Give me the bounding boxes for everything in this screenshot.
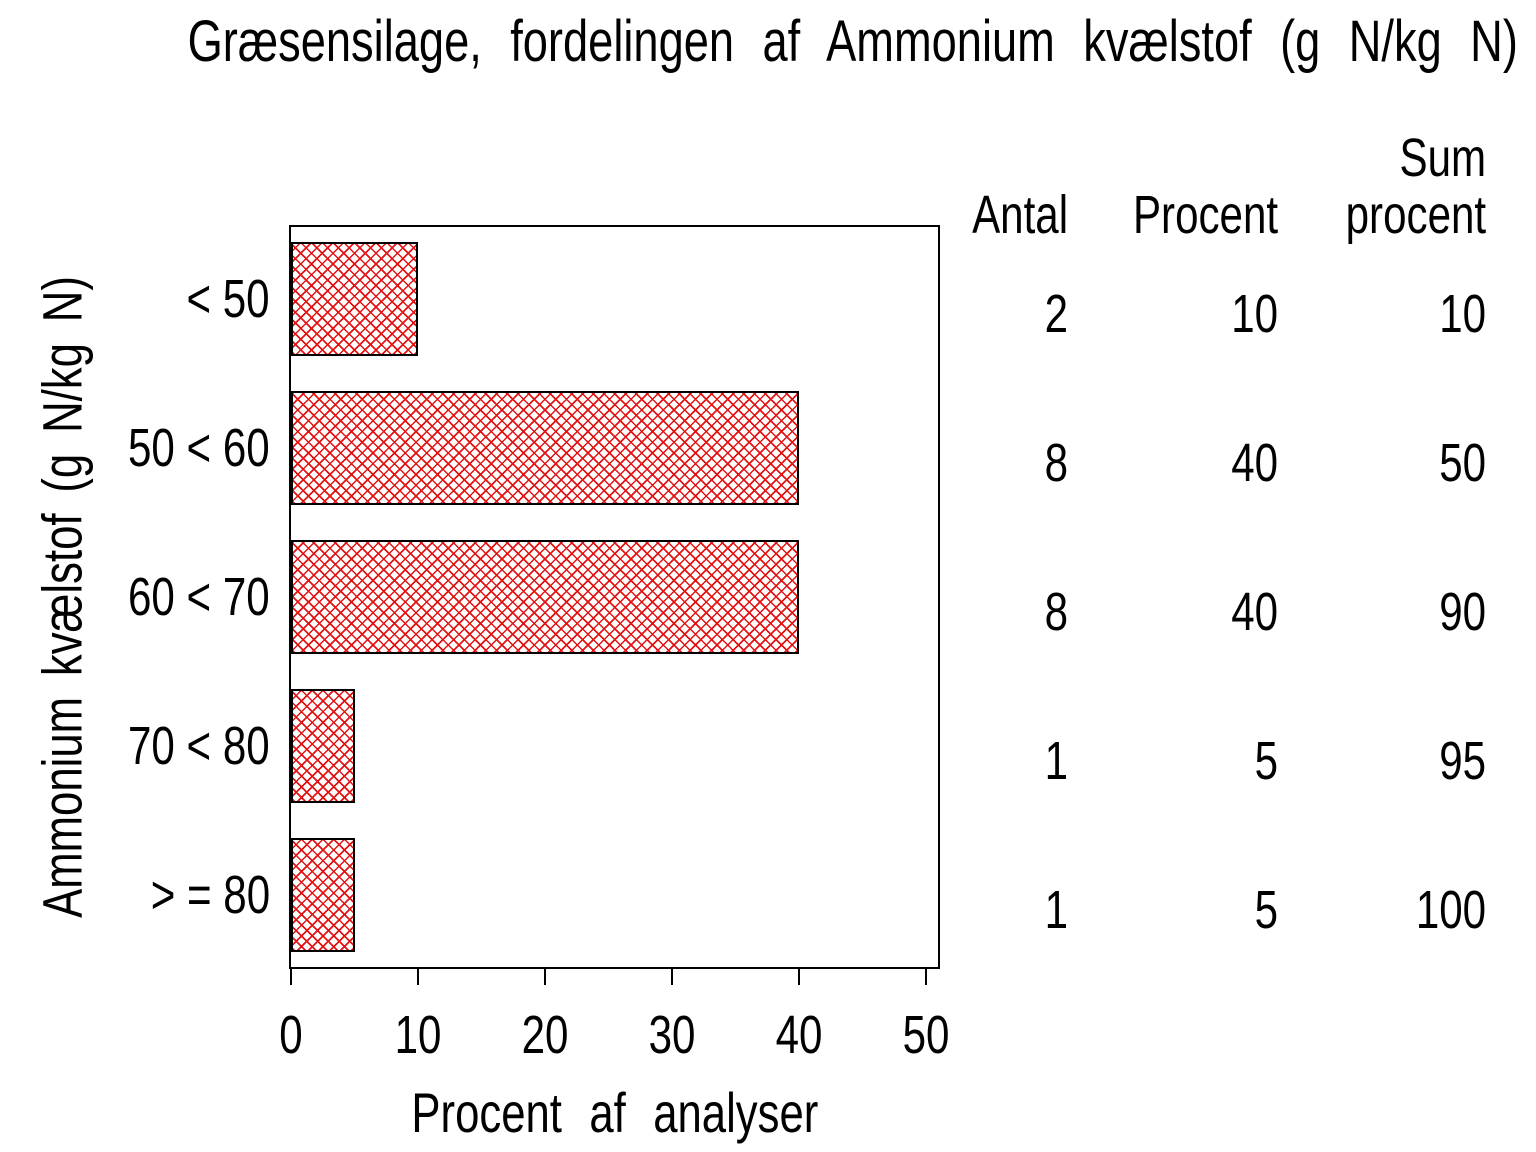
chart-title-text: Græsensilage, fordelingen af Ammonium kv… (187, 9, 1518, 74)
stats-table-cell: 10 (1231, 284, 1278, 345)
x-tick-mark (798, 969, 800, 985)
bar (291, 391, 799, 506)
stats-table-header: Procent (1133, 187, 1278, 244)
stats-table-cell: 5 (1254, 879, 1278, 940)
bar (291, 540, 799, 654)
x-tick-mark (417, 969, 419, 985)
plot-area (289, 225, 940, 969)
stats-table-cell: 100 (1415, 879, 1486, 940)
stats-table-header: Sum procent (1346, 130, 1486, 244)
x-tick-label: 30 (648, 1005, 696, 1065)
stats-table-cell: 8 (1044, 582, 1068, 642)
x-tick-mark (671, 969, 673, 985)
chart-title: Græsensilage, fordelingen af Ammonium kv… (0, 8, 1536, 75)
x-tick-label: 50 (902, 1005, 950, 1065)
stats-table-header-line: Sum (1399, 128, 1486, 188)
category-label: < 50 (186, 269, 270, 330)
x-tick-mark (290, 969, 292, 985)
stats-table-cell: 50 (1439, 433, 1486, 494)
stats-table-header-line: Antal (971, 185, 1068, 245)
category-label: 70 < 80 (128, 715, 270, 776)
category-label: > = 80 (150, 864, 270, 925)
stats-table-cell: 8 (1044, 433, 1068, 494)
stats-table-header-line: Procent (1132, 185, 1278, 245)
stats-table-cell: 1 (1044, 730, 1068, 791)
x-axis-label: Procent af analyser (289, 1080, 940, 1145)
bar (291, 837, 355, 952)
x-tick-mark (925, 969, 927, 985)
y-axis-label: Ammonium kvælstof (g N/kg N) (30, 276, 94, 918)
stats-table-cell: 10 (1439, 284, 1486, 345)
bar (291, 688, 355, 803)
stats-table-cell: 95 (1439, 730, 1486, 791)
stats-table-cell: 2 (1044, 284, 1068, 345)
stats-table-cell: 40 (1231, 433, 1278, 494)
x-axis-label-text: Procent af analyser (411, 1081, 818, 1144)
x-tick-label: 40 (775, 1005, 823, 1065)
stats-table-cell: 40 (1231, 582, 1278, 642)
category-label: 60 < 70 (128, 567, 270, 627)
bar (291, 242, 418, 357)
category-label: 50 < 60 (128, 418, 270, 479)
stats-table-cell: 1 (1044, 879, 1068, 940)
stats-table-cell: 90 (1439, 582, 1486, 642)
x-tick-label: 20 (521, 1005, 569, 1065)
stats-table-cell: 5 (1254, 730, 1278, 791)
x-tick-label: 0 (279, 1005, 303, 1065)
stats-table-header: Antal (972, 187, 1068, 244)
x-tick-mark (544, 969, 546, 985)
stats-table-header-line: procent (1345, 185, 1486, 245)
x-tick-label: 10 (394, 1005, 442, 1065)
